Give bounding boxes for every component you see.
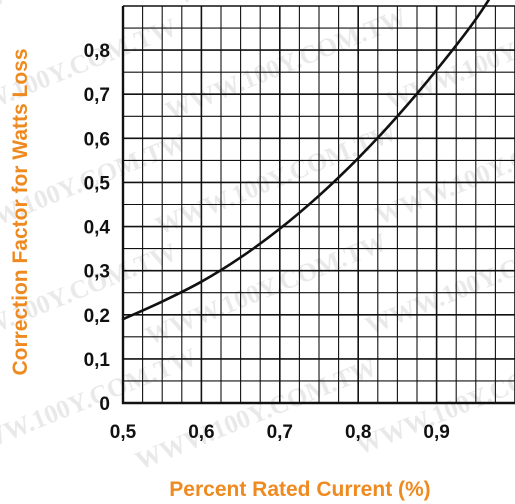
x-axis-title: Percent Rated Current (%) <box>169 478 430 501</box>
y-axis-title: Correction Factor for Watts Loss <box>9 48 32 375</box>
y-tick-label: 0,4 <box>84 218 111 239</box>
y-tick-label: 0,7 <box>84 85 110 106</box>
watermark-text: WWW.100Y.COM.TW <box>391 0 515 1</box>
x-tick-label: 0,6 <box>188 422 214 443</box>
watermark-text: WWW.100Y.COM.TW <box>161 2 411 125</box>
y-tick-label: 0,3 <box>84 262 110 283</box>
curve-layer <box>121 0 491 321</box>
x-tick-labels: 0,5 0,6 0,7 0,8 0,9 <box>110 422 450 443</box>
series-line <box>121 0 491 321</box>
x-tick-label: 0,8 <box>345 422 371 443</box>
grid <box>121 5 515 405</box>
y-tick-label: 0,2 <box>84 306 110 327</box>
watermark-layer: WWW.100Y.COM.TWWWW.100Y.COM.TWWWW.100Y.C… <box>0 0 515 476</box>
watermark-text: WWW.100Y.COM.TW <box>141 227 391 350</box>
y-tick-labels: 0 0,1 0,2 0,3 0,4 0,5 0,6 0,7 0,8 <box>84 41 111 415</box>
y-tick-label: 0,6 <box>84 129 110 150</box>
watermark-text: WWW.100Y.COM.TW <box>151 117 401 240</box>
y-tick-label: 0 <box>99 394 110 415</box>
y-tick-label: 0,8 <box>84 41 110 62</box>
x-tick-label: 0,7 <box>267 422 293 443</box>
x-tick-label: 0,5 <box>110 422 137 443</box>
y-tick-label: 0,5 <box>84 173 111 194</box>
watermark-text: WWW.100Y.COM.TW <box>361 217 515 340</box>
x-tick-label: 0,9 <box>423 422 449 443</box>
y-tick-label: 0,1 <box>84 350 111 371</box>
